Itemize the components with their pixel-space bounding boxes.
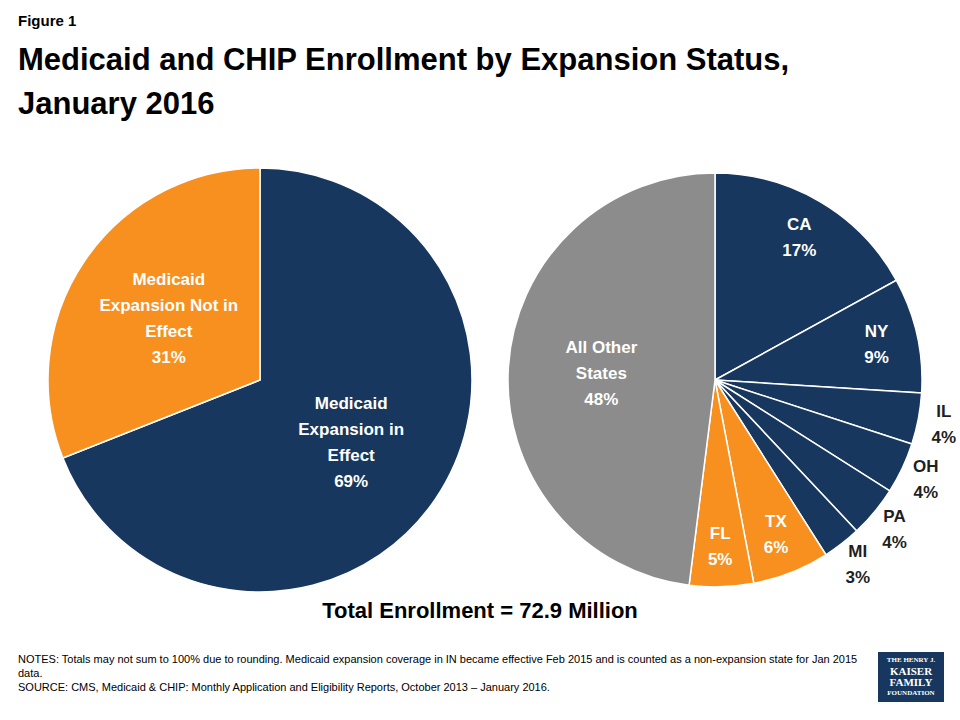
- html-text:FOUNDATION: FOUNDATION: [887, 689, 935, 697]
- svg-text:OH4%: OH4%: [913, 457, 939, 502]
- svg-text:IL4%: IL4%: [932, 401, 952, 446]
- html-text:Medicaid and CHIP Enrollment b: Medicaid and CHIP Enrollment by Expansio…: [18, 42, 790, 121]
- svg-text:MedicaidExpansion inEffect69%: MedicaidExpansion inEffect69%: [298, 393, 404, 490]
- svg-text:CA17%: CA17%: [782, 215, 816, 260]
- svg-text:FL5%: FL5%: [708, 523, 733, 568]
- svg-text:MI3%: MI3%: [846, 542, 871, 587]
- svg-text:PA4%: PA4%: [882, 506, 907, 551]
- svg-text:NY9%: NY9%: [864, 321, 889, 366]
- svg-text:MedicaidExpansion Not inEffect: MedicaidExpansion Not inEffect31%: [99, 270, 238, 367]
- svg-text:TX6%: TX6%: [764, 511, 789, 556]
- html-text:Total Enrollment = 72.9 Millio: Total Enrollment = 72.9 Million: [322, 598, 638, 623]
- svg-text:All OtherStates48%: All OtherStates48%: [565, 337, 637, 408]
- html-text:FAMILY: FAMILY: [889, 676, 933, 688]
- html-text:Figure 1: Figure 1: [18, 12, 77, 29]
- html-text:THE HENRY J.: THE HENRY J.: [886, 656, 936, 664]
- html-text:SOURCE: CMS, Medicaid & CHIP:: SOURCE: CMS, Medicaid & CHIP: Monthly Ap…: [18, 681, 550, 693]
- html-text:KAISER: KAISER: [889, 665, 933, 677]
- html-text:NOTES: Totals may not sum to 1: NOTES: Totals may not sum to 100% due to…: [18, 653, 858, 679]
